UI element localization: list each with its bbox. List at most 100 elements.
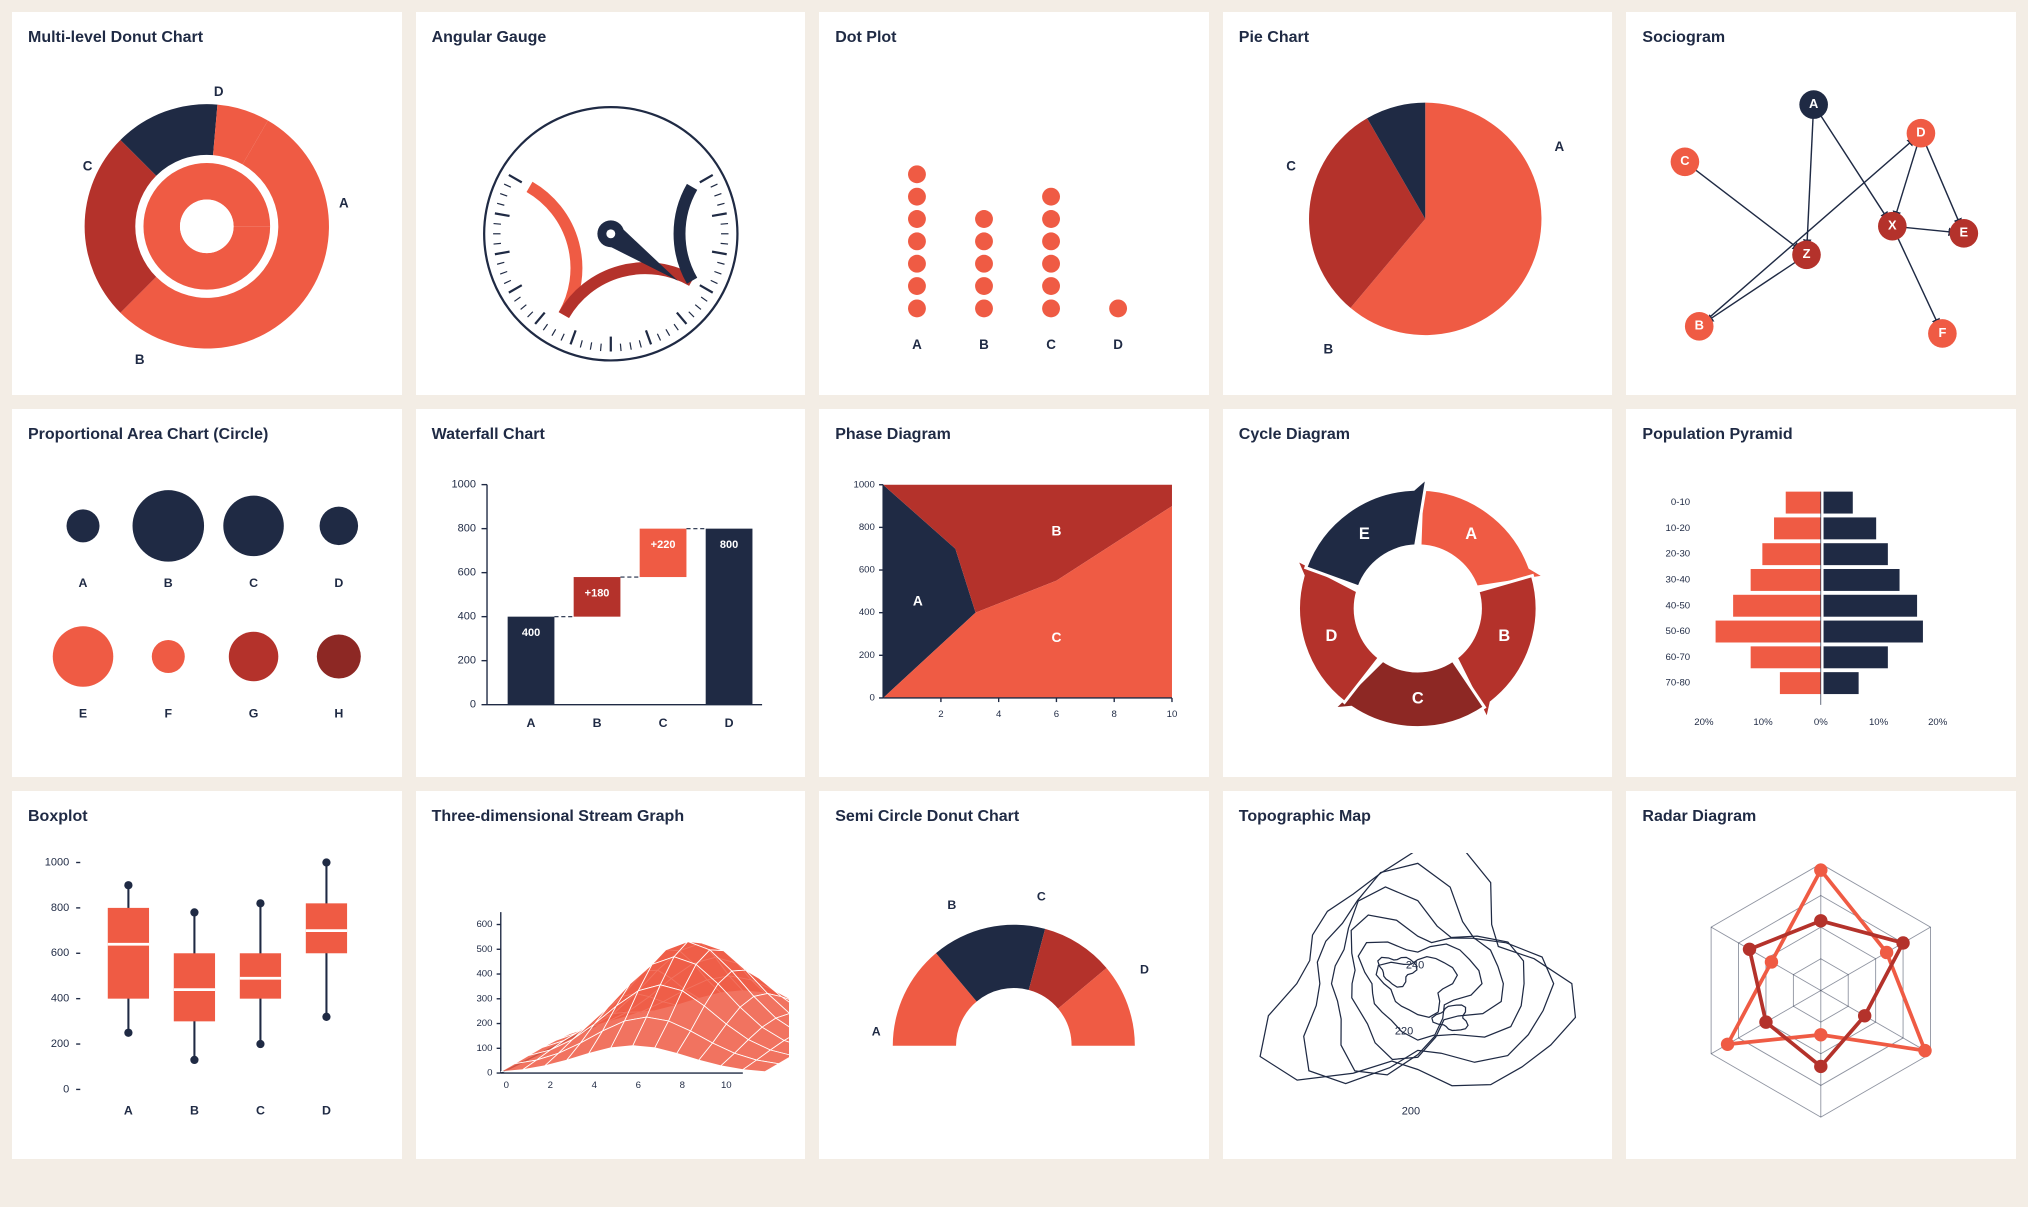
svg-text:H: H [334, 707, 343, 721]
svg-text:D: D [1113, 337, 1123, 352]
card-cycle: Cycle Diagram ABCDE [1223, 409, 1613, 777]
chart-gallery-grid: Multi-level Donut Chart ABCD Angular Gau… [12, 12, 2016, 1159]
svg-text:400: 400 [457, 611, 475, 623]
svg-text:C: C [1052, 630, 1062, 645]
card-title: Three-dimensional Stream Graph [432, 807, 790, 826]
svg-text:10-20: 10-20 [1666, 523, 1691, 534]
svg-text:0-10: 0-10 [1671, 497, 1690, 508]
svg-text:B: B [1498, 627, 1510, 645]
svg-text:200: 200 [1402, 1106, 1420, 1118]
svg-text:200: 200 [457, 655, 475, 667]
svg-text:20%: 20% [1695, 717, 1715, 728]
svg-text:800: 800 [859, 522, 875, 533]
svg-text:200: 200 [859, 650, 875, 661]
svg-text:E: E [1960, 225, 1969, 240]
svg-text:8: 8 [1112, 709, 1117, 720]
svg-text:C: C [1681, 153, 1690, 168]
card-title: Waterfall Chart [432, 425, 790, 444]
card-title: Sociogram [1642, 28, 2000, 47]
svg-text:40-50: 40-50 [1666, 600, 1691, 611]
svg-text:C: C [1286, 158, 1296, 173]
svg-text:B: B [190, 1104, 199, 1118]
card-title: Topographic Map [1239, 807, 1597, 826]
svg-text:A: A [913, 594, 923, 609]
svg-text:A: A [79, 576, 88, 590]
svg-text:400: 400 [51, 993, 69, 1005]
card-topo: Topographic Map 240 220 200 [1223, 791, 1613, 1159]
svg-text:200: 200 [476, 1018, 492, 1029]
chart-multi-donut: ABCD [28, 55, 386, 383]
svg-text:8: 8 [679, 1080, 684, 1091]
card-title: Cycle Diagram [1239, 425, 1597, 444]
svg-text:E: E [79, 707, 87, 721]
svg-text:800: 800 [51, 902, 69, 914]
svg-text:100: 100 [476, 1043, 492, 1054]
chart-radar [1642, 834, 2000, 1147]
card-title: Pie Chart [1239, 28, 1597, 47]
svg-text:F: F [165, 707, 173, 721]
svg-text:D: D [1140, 962, 1149, 976]
chart-phase: 02004006008001000246810ABC [835, 452, 1193, 765]
svg-text:D: D [214, 84, 224, 99]
svg-text:0%: 0% [1814, 717, 1828, 728]
svg-text:B: B [979, 337, 989, 352]
card-radar: Radar Diagram [1626, 791, 2016, 1159]
card-proportional-area: Proportional Area Chart (Circle) ABCDEFG… [12, 409, 402, 777]
card-title: Angular Gauge [432, 28, 790, 47]
svg-text:B: B [1052, 523, 1062, 538]
card-semi-donut: Semi Circle Donut Chart ABCD [819, 791, 1209, 1159]
chart-dot: ABCD [835, 55, 1193, 383]
chart-topo: 240 220 200 [1239, 834, 1597, 1147]
svg-text:400: 400 [476, 969, 492, 980]
svg-text:1000: 1000 [45, 857, 69, 869]
svg-text:C: C [1037, 889, 1046, 903]
svg-text:B: B [1323, 342, 1333, 357]
svg-text:C: C [1412, 690, 1424, 708]
svg-text:10: 10 [1167, 709, 1178, 720]
svg-text:Z: Z [1803, 246, 1811, 261]
svg-text:A: A [339, 196, 349, 211]
svg-text:D: D [1917, 125, 1926, 140]
card-boxplot: Boxplot 02004006008001000ABCD [12, 791, 402, 1159]
svg-text:+220: +220 [650, 539, 675, 551]
svg-text:A: A [526, 716, 535, 730]
svg-text:70-80: 70-80 [1666, 678, 1691, 689]
card-title: Proportional Area Chart (Circle) [28, 425, 386, 444]
card-sociogram: Sociogram ABCDEFXZ [1626, 12, 2016, 395]
card-title: Dot Plot [835, 28, 1193, 47]
svg-text:0: 0 [487, 1068, 492, 1079]
svg-text:60-70: 60-70 [1666, 652, 1691, 663]
chart-semi-donut: ABCD [835, 834, 1193, 1147]
svg-text:D: D [322, 1104, 331, 1118]
chart-3d-stream: 01002003004005006000246810 [432, 834, 790, 1147]
svg-text:20-30: 20-30 [1666, 549, 1691, 560]
svg-text:0: 0 [469, 699, 475, 711]
chart-pie: ABC [1239, 55, 1597, 383]
card-pyramid: Population Pyramid 0-1010-2020-3030-4040… [1626, 409, 2016, 777]
svg-text:240: 240 [1406, 960, 1424, 972]
chart-gauge [432, 55, 790, 383]
svg-text:+180: +180 [584, 588, 609, 600]
svg-text:500: 500 [476, 944, 492, 955]
svg-text:6: 6 [1054, 709, 1059, 720]
svg-text:0: 0 [870, 693, 875, 704]
svg-text:X: X [1888, 218, 1897, 233]
svg-text:B: B [135, 352, 145, 367]
chart-cycle: ABCDE [1239, 452, 1597, 765]
svg-text:4: 4 [591, 1080, 597, 1091]
svg-text:D: D [724, 716, 733, 730]
svg-text:B: B [948, 898, 957, 912]
card-3d-stream: Three-dimensional Stream Graph 010020030… [416, 791, 806, 1159]
chart-waterfall: 02004006008001000400A+180B+220C800D [432, 452, 790, 765]
card-dot: Dot Plot ABCD [819, 12, 1209, 395]
svg-text:400: 400 [521, 627, 539, 639]
card-title: Phase Diagram [835, 425, 1193, 444]
svg-text:220: 220 [1395, 1026, 1413, 1038]
svg-text:800: 800 [457, 523, 475, 535]
card-title: Population Pyramid [1642, 425, 2000, 444]
svg-text:B: B [1695, 318, 1704, 333]
svg-text:600: 600 [859, 565, 875, 576]
svg-text:400: 400 [859, 607, 875, 618]
svg-text:200: 200 [51, 1038, 69, 1050]
svg-text:600: 600 [457, 567, 475, 579]
